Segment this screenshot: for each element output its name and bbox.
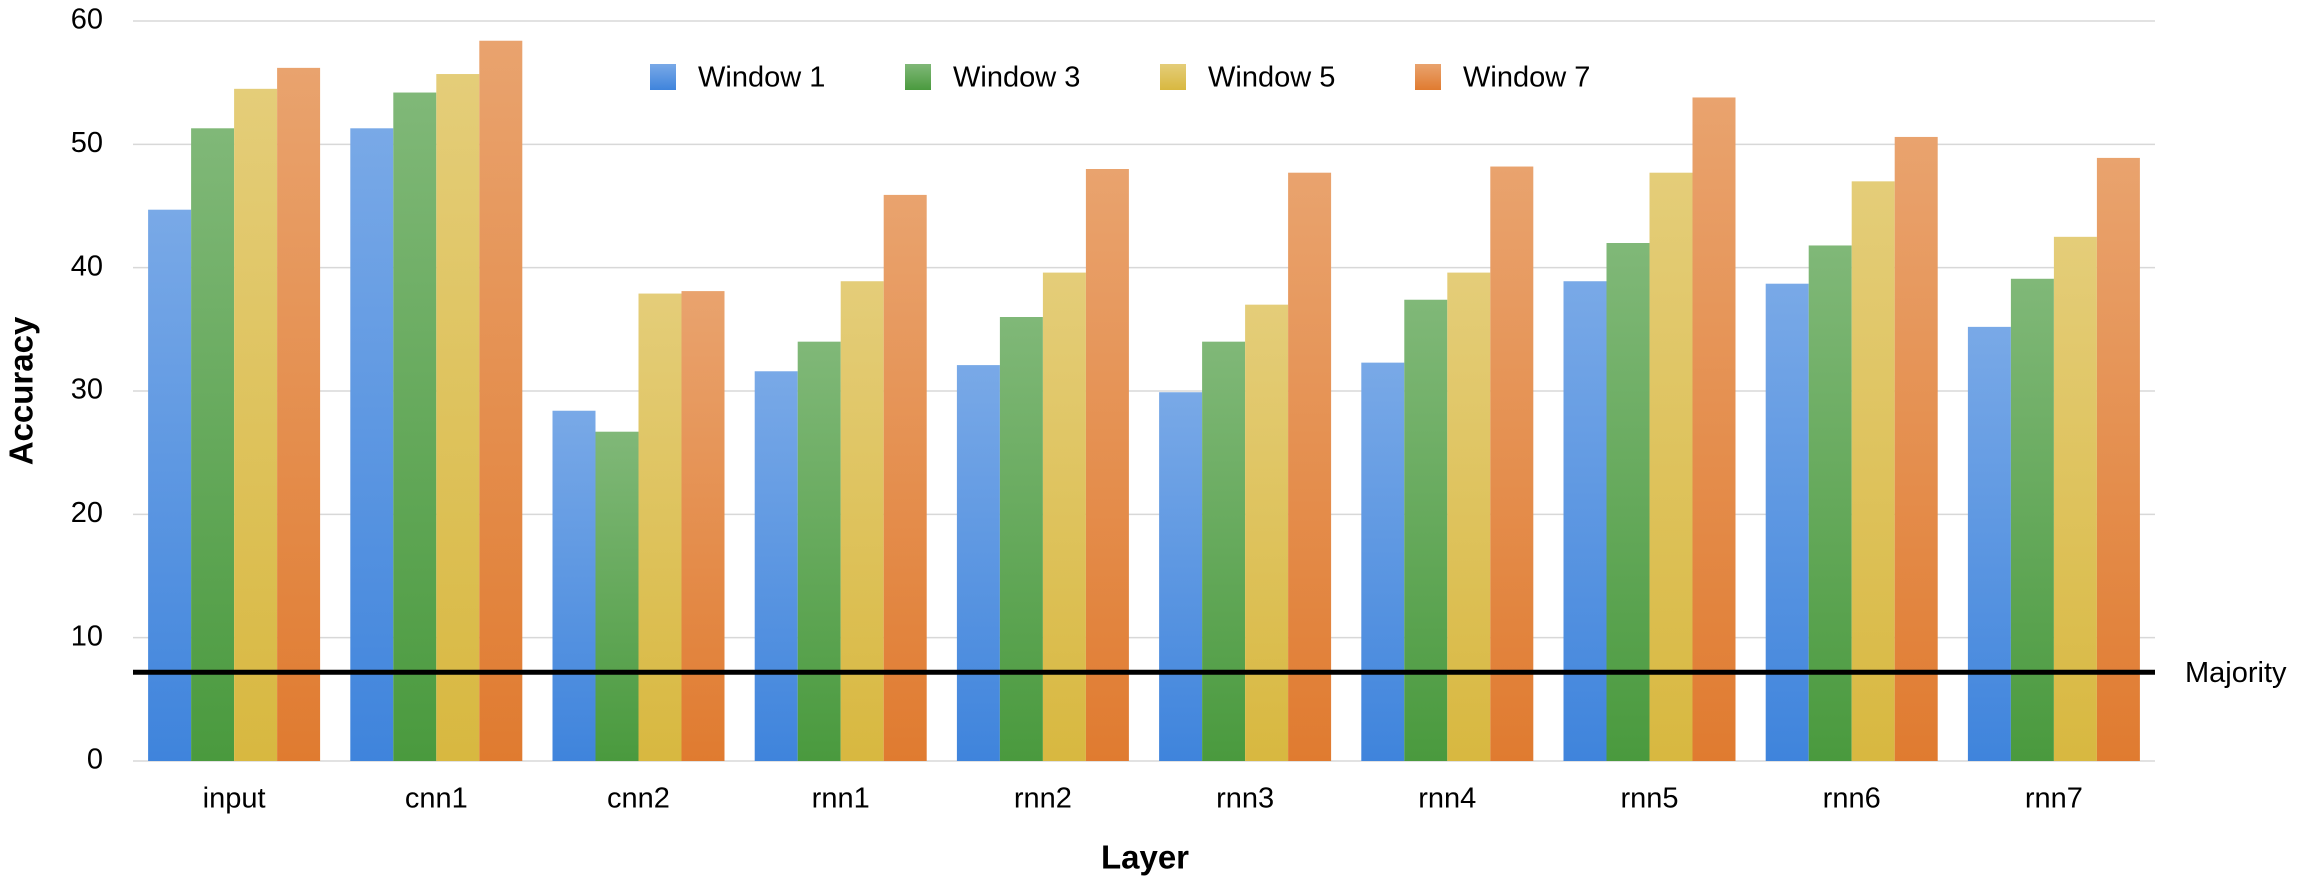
bar <box>2053 236 2097 762</box>
legend-label: Window 7 <box>1463 62 1590 94</box>
y-tick-label: 20 <box>71 497 103 529</box>
bar <box>2096 157 2140 761</box>
y-tick-label: 40 <box>71 250 103 282</box>
bar <box>797 341 841 761</box>
x-tick-label: rnn5 <box>1620 783 1678 815</box>
bar <box>840 281 884 761</box>
x-tick-label: cnn2 <box>607 783 670 815</box>
x-tick-label: rnn6 <box>1823 783 1881 815</box>
bar <box>1202 341 1246 761</box>
x-axis-title: Layer <box>1101 839 1189 876</box>
legend-swatch <box>905 64 931 90</box>
bar <box>1851 181 1895 762</box>
bar <box>148 209 192 761</box>
bar <box>393 92 437 762</box>
bar <box>1808 245 1852 761</box>
bar <box>1085 169 1129 761</box>
bar <box>1967 326 2011 761</box>
x-tick-label: cnn1 <box>405 783 468 815</box>
bar <box>1361 362 1405 761</box>
bar <box>595 431 639 761</box>
bar <box>191 128 235 762</box>
bar <box>681 291 725 761</box>
legend-swatch <box>650 64 676 90</box>
bar <box>1288 172 1332 761</box>
legend-label: Window 5 <box>1208 62 1335 94</box>
legend-label: Window 1 <box>698 62 825 94</box>
y-tick-label: 50 <box>71 127 103 159</box>
bar <box>234 88 278 762</box>
x-tick-label: input <box>203 783 266 815</box>
x-tick-label: rnn2 <box>1014 783 1072 815</box>
bar <box>277 67 321 761</box>
bar <box>1563 281 1607 761</box>
bar <box>1447 272 1491 761</box>
y-tick-label: 60 <box>71 4 103 36</box>
x-tick-label: rnn7 <box>2025 783 2083 815</box>
y-tick-label: 0 <box>87 744 103 776</box>
bar <box>883 194 927 761</box>
y-axis-title: Accuracy <box>3 316 40 465</box>
bar <box>1245 304 1289 761</box>
bar <box>754 371 798 761</box>
x-tick-label: rnn3 <box>1216 783 1274 815</box>
bar <box>1765 283 1809 761</box>
y-tick-label: 10 <box>71 620 103 652</box>
bar <box>552 410 596 761</box>
bar <box>479 40 523 761</box>
reference-label: Majority <box>2185 657 2287 689</box>
bar <box>350 128 394 762</box>
x-tick-label: rnn1 <box>812 783 870 815</box>
bar <box>1692 97 1736 761</box>
legend-swatch <box>1415 64 1441 90</box>
bar <box>1159 392 1203 761</box>
bar <box>1649 172 1693 761</box>
bar <box>1490 166 1534 762</box>
bar <box>2010 278 2054 761</box>
bar <box>638 293 682 761</box>
bar <box>436 74 480 762</box>
x-tick-label: rnn4 <box>1418 783 1476 815</box>
bar <box>1894 136 1938 761</box>
bar <box>999 317 1043 761</box>
bar <box>1042 272 1086 761</box>
bar <box>1404 299 1448 761</box>
legend-label: Window 3 <box>953 62 1080 94</box>
bar <box>1606 243 1650 761</box>
bar <box>956 365 1000 761</box>
legend-swatch <box>1160 64 1186 90</box>
y-tick-label: 30 <box>71 374 103 406</box>
